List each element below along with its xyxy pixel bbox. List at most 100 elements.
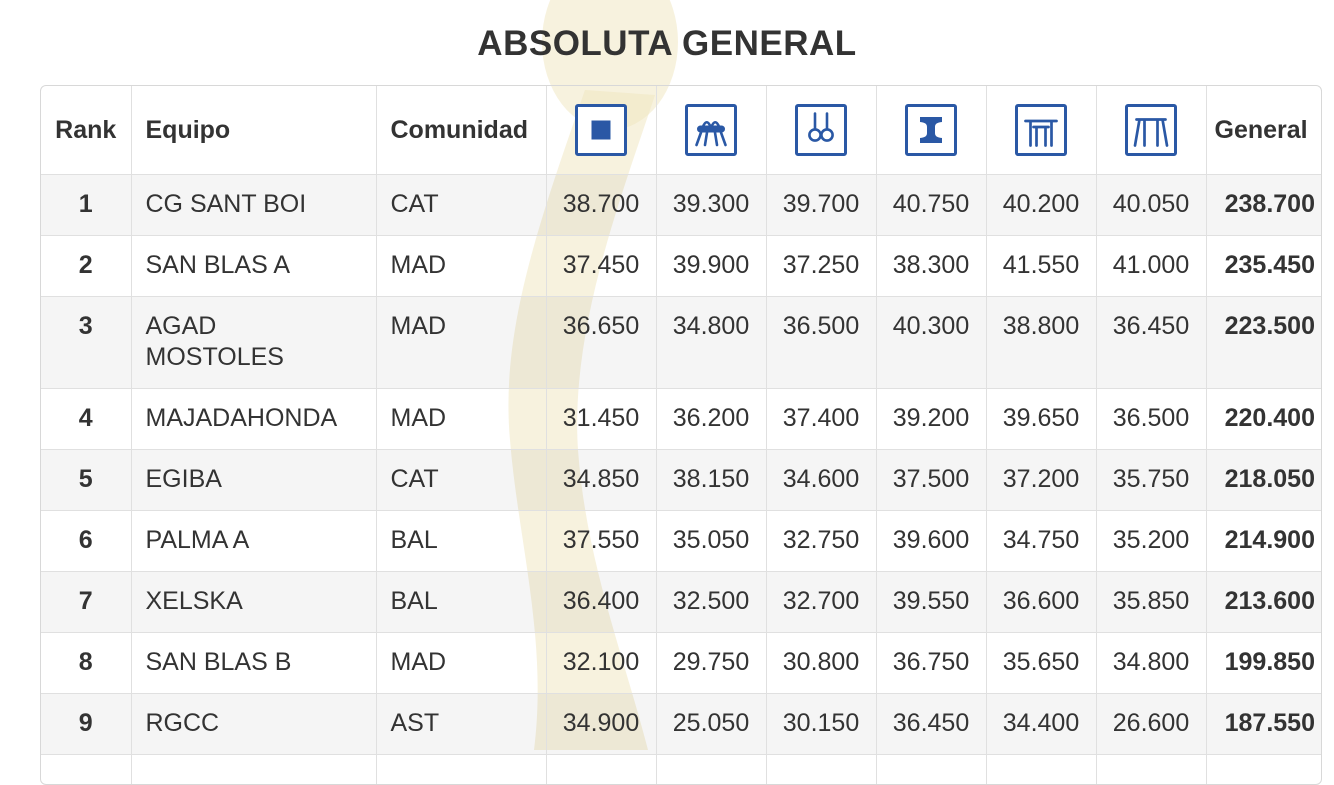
vault-header: [875, 86, 986, 175]
table-row: 6 PALMA A BAL 37.550 35.050 32.750 39.60…: [41, 510, 1321, 572]
rings-icon: [795, 104, 847, 156]
rank-cell: [41, 754, 131, 784]
team-cell: AGAD MOSTOLES: [130, 296, 376, 389]
score-cell: 34.600: [765, 449, 876, 511]
score-cell: 34.400: [985, 693, 1096, 755]
score-cell: 30.150: [765, 693, 876, 755]
score-cell: 36.500: [765, 296, 876, 389]
score-cell: 35.750: [1095, 449, 1206, 511]
community-cell: MAD: [375, 235, 546, 297]
general-cell: 199.850: [1205, 632, 1321, 694]
header-row: Rank Equipo Comunidad: [41, 86, 1321, 175]
score-cell: 32.100: [545, 632, 656, 694]
score-cell: 36.600: [985, 571, 1096, 633]
score-cell: 32.700: [765, 571, 876, 633]
community-cell: BAL: [375, 510, 546, 572]
score-cell: 34.750: [985, 510, 1096, 572]
high-bar-icon: [1125, 104, 1177, 156]
score-cell: 40.300: [875, 296, 986, 389]
table-row-partial: [41, 754, 1321, 784]
parallel-bars-header: [985, 86, 1096, 175]
team-cell: RGCC: [130, 693, 376, 755]
community-cell: MAD: [375, 632, 546, 694]
score-cell: [985, 754, 1096, 784]
table-row: 2 SAN BLAS A MAD 37.450 39.900 37.250 38…: [41, 235, 1321, 297]
general-cell: [1205, 754, 1321, 784]
score-cell: 39.700: [765, 174, 876, 236]
score-cell: 25.050: [655, 693, 766, 755]
score-cell: 39.550: [875, 571, 986, 633]
floor-header: [545, 86, 656, 175]
pommel-horse-header: [655, 86, 766, 175]
score-cell: 38.300: [875, 235, 986, 297]
score-cell: 26.600: [1095, 693, 1206, 755]
rings-header: [765, 86, 876, 175]
page-title: ABSOLUTA GENERAL: [477, 24, 857, 63]
score-cell: 31.450: [545, 388, 656, 450]
high-bar-header: [1095, 86, 1206, 175]
score-cell: 41.000: [1095, 235, 1206, 297]
score-cell: 34.800: [655, 296, 766, 389]
score-cell: 40.200: [985, 174, 1096, 236]
comunidad-header: Comunidad: [375, 86, 546, 175]
general-cell: 214.900: [1205, 510, 1321, 572]
score-cell: 39.300: [655, 174, 766, 236]
rank-header: Rank: [55, 115, 117, 144]
general-header: General: [1205, 86, 1321, 175]
general-cell: 218.050: [1205, 449, 1321, 511]
score-cell: [1095, 754, 1206, 784]
rank-cell: 1: [41, 174, 131, 236]
score-cell: 37.400: [765, 388, 876, 450]
parallel-bars-icon: [1015, 104, 1067, 156]
table-row: 7 XELSKA BAL 36.400 32.500 32.700 39.550…: [41, 571, 1321, 633]
score-cell: 39.900: [655, 235, 766, 297]
rank-cell: 7: [41, 571, 131, 633]
table-row: 5 EGIBA CAT 34.850 38.150 34.600 37.500 …: [41, 449, 1321, 511]
score-cell: 35.200: [1095, 510, 1206, 572]
team-cell: XELSKA: [130, 571, 376, 633]
score-cell: 32.750: [765, 510, 876, 572]
score-cell: 38.800: [985, 296, 1096, 389]
community-cell: CAT: [375, 174, 546, 236]
score-cell: 39.200: [875, 388, 986, 450]
team-cell: EGIBA: [130, 449, 376, 511]
rank-cell: 4: [41, 388, 131, 450]
equipo-header: Equipo: [130, 86, 376, 175]
community-cell: MAD: [375, 388, 546, 450]
table-row: 1 CG SANT BOI CAT 38.700 39.300 39.700 4…: [41, 174, 1321, 236]
floor-icon: [575, 104, 627, 156]
general-cell: 187.550: [1205, 693, 1321, 755]
team-cell: SAN BLAS B: [130, 632, 376, 694]
score-cell: 36.650: [545, 296, 656, 389]
score-cell: [875, 754, 986, 784]
score-cell: 40.050: [1095, 174, 1206, 236]
score-cell: 36.450: [875, 693, 986, 755]
score-cell: 38.150: [655, 449, 766, 511]
score-cell: 36.750: [875, 632, 986, 694]
pommel-horse-icon: [685, 104, 737, 156]
score-cell: 34.850: [545, 449, 656, 511]
score-cell: 35.650: [985, 632, 1096, 694]
vault-icon: [905, 104, 957, 156]
score-cell: [545, 754, 656, 784]
rank-cell: 6: [41, 510, 131, 572]
general-cell: 220.400: [1205, 388, 1321, 450]
rank-cell: 9: [41, 693, 131, 755]
score-cell: 41.550: [985, 235, 1096, 297]
score-cell: 39.650: [985, 388, 1096, 450]
general-cell: 223.500: [1205, 296, 1321, 389]
community-cell: BAL: [375, 571, 546, 633]
score-cell: [655, 754, 766, 784]
score-cell: 37.500: [875, 449, 986, 511]
table-row: 3 AGAD MOSTOLES MAD 36.650 34.800 36.500…: [41, 296, 1321, 389]
community-cell: AST: [375, 693, 546, 755]
score-cell: 37.550: [545, 510, 656, 572]
rank-cell: 3: [41, 296, 131, 389]
score-cell: 39.600: [875, 510, 986, 572]
team-cell: MAJADAHONDA: [130, 388, 376, 450]
score-cell: 36.500: [1095, 388, 1206, 450]
general-cell: 235.450: [1205, 235, 1321, 297]
score-cell: 37.450: [545, 235, 656, 297]
general-cell: 213.600: [1205, 571, 1321, 633]
rank-cell: 2: [41, 235, 131, 297]
